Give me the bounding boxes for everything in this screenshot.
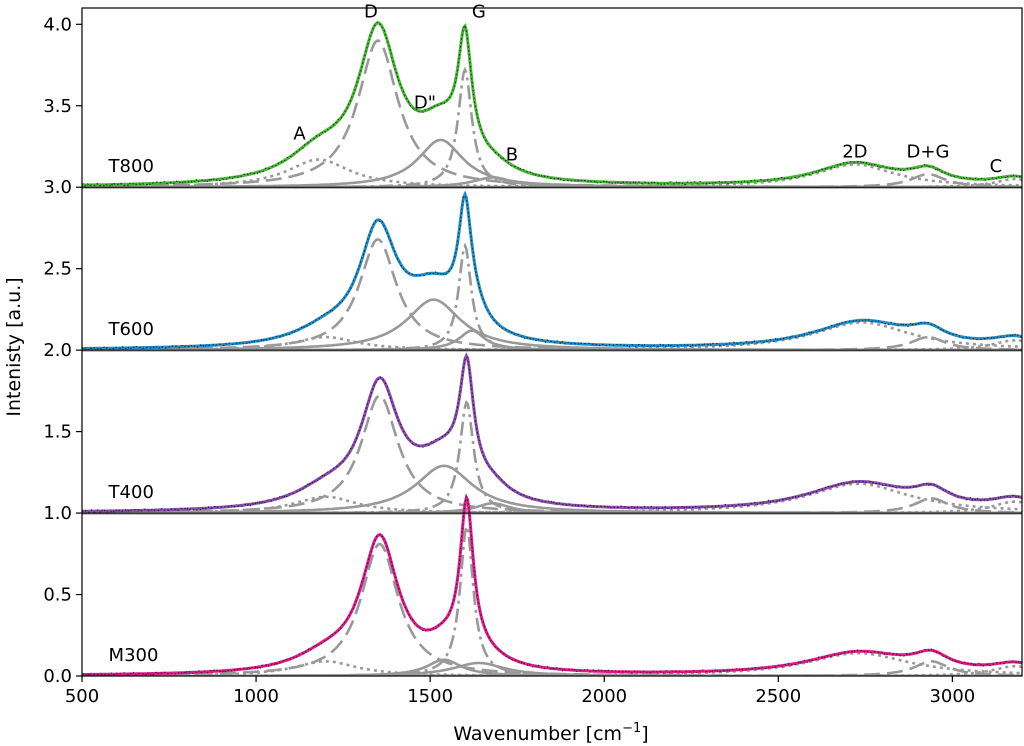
- y-tick-label: 0.5: [43, 585, 72, 606]
- x-tick-label: 1000: [233, 686, 279, 707]
- total-fit-line: [82, 352, 1022, 513]
- total-fit-line: [82, 190, 1022, 350]
- x-tick-label: 2000: [581, 686, 627, 707]
- series-label-m300: M300: [109, 645, 159, 666]
- fit-component-d: [82, 542, 1022, 676]
- fit-component-g: [82, 399, 1022, 515]
- x-tick-label: 500: [65, 686, 99, 707]
- series-label-t800: T800: [108, 156, 154, 177]
- y-tick-label: 1.0: [43, 503, 72, 524]
- series-label-t600: T600: [108, 319, 154, 340]
- y-tick-label: 1.5: [43, 422, 72, 443]
- plot-frame: [81, 7, 1023, 677]
- measured-data-line: [82, 496, 1022, 676]
- peak-label: D+G: [907, 141, 950, 162]
- fit-component-g: [82, 242, 1022, 352]
- peak-label: B: [506, 145, 518, 166]
- peak-label: C: [990, 156, 1003, 177]
- fit-component-d: [82, 394, 1022, 515]
- peak-label: D: [364, 1, 378, 22]
- series-label-t400: T400: [108, 482, 154, 503]
- series-t800: [82, 21, 1022, 189]
- measured-data-line: [82, 195, 1022, 351]
- fit-component-g: [82, 66, 1022, 189]
- peak-label: D": [414, 92, 436, 113]
- series-t400: [82, 352, 1022, 515]
- measured-data-line: [82, 21, 1022, 188]
- x-tick-label: 3000: [929, 686, 975, 707]
- y-tick-label: 2.0: [43, 340, 72, 361]
- peak-annotations: A D D" G B 2D D+G C: [293, 1, 1002, 177]
- total-fit-line: [82, 21, 1022, 187]
- y-tick-label: 3.5: [43, 96, 72, 117]
- fit-component-d: [82, 238, 1022, 352]
- y-tick-label: 2.5: [43, 259, 72, 280]
- series-m300: [82, 493, 1022, 676]
- total-fit-line: [82, 493, 1022, 676]
- x-axis-title: Wavenumber [cm−1]: [453, 721, 648, 745]
- y-axis-title: Intenisty [a.u.]: [3, 277, 25, 416]
- x-tick-label: 1500: [407, 686, 453, 707]
- y-tick-label: 3.0: [43, 177, 72, 198]
- x-axis: 500 1000 1500 2000 2500 3000: [65, 676, 975, 707]
- series-labels: T800 T600 T400 M300: [108, 156, 159, 666]
- plot-area: [82, 21, 1022, 676]
- fit-component-dplusg: [82, 659, 1022, 676]
- measured-data-line: [82, 356, 1022, 514]
- y-tick-label: 0.0: [43, 666, 72, 687]
- x-tick-label: 2500: [755, 686, 801, 707]
- y-axis: 0.0 0.5 1.0 1.5 2.0 2.5 3.0 3.5 4.0: [43, 14, 82, 687]
- y-tick-label: 4.0: [43, 14, 72, 35]
- peak-label: G: [472, 1, 486, 22]
- peak-label: 2D: [842, 141, 867, 162]
- series-t600: [82, 190, 1022, 352]
- peak-label: A: [293, 123, 306, 144]
